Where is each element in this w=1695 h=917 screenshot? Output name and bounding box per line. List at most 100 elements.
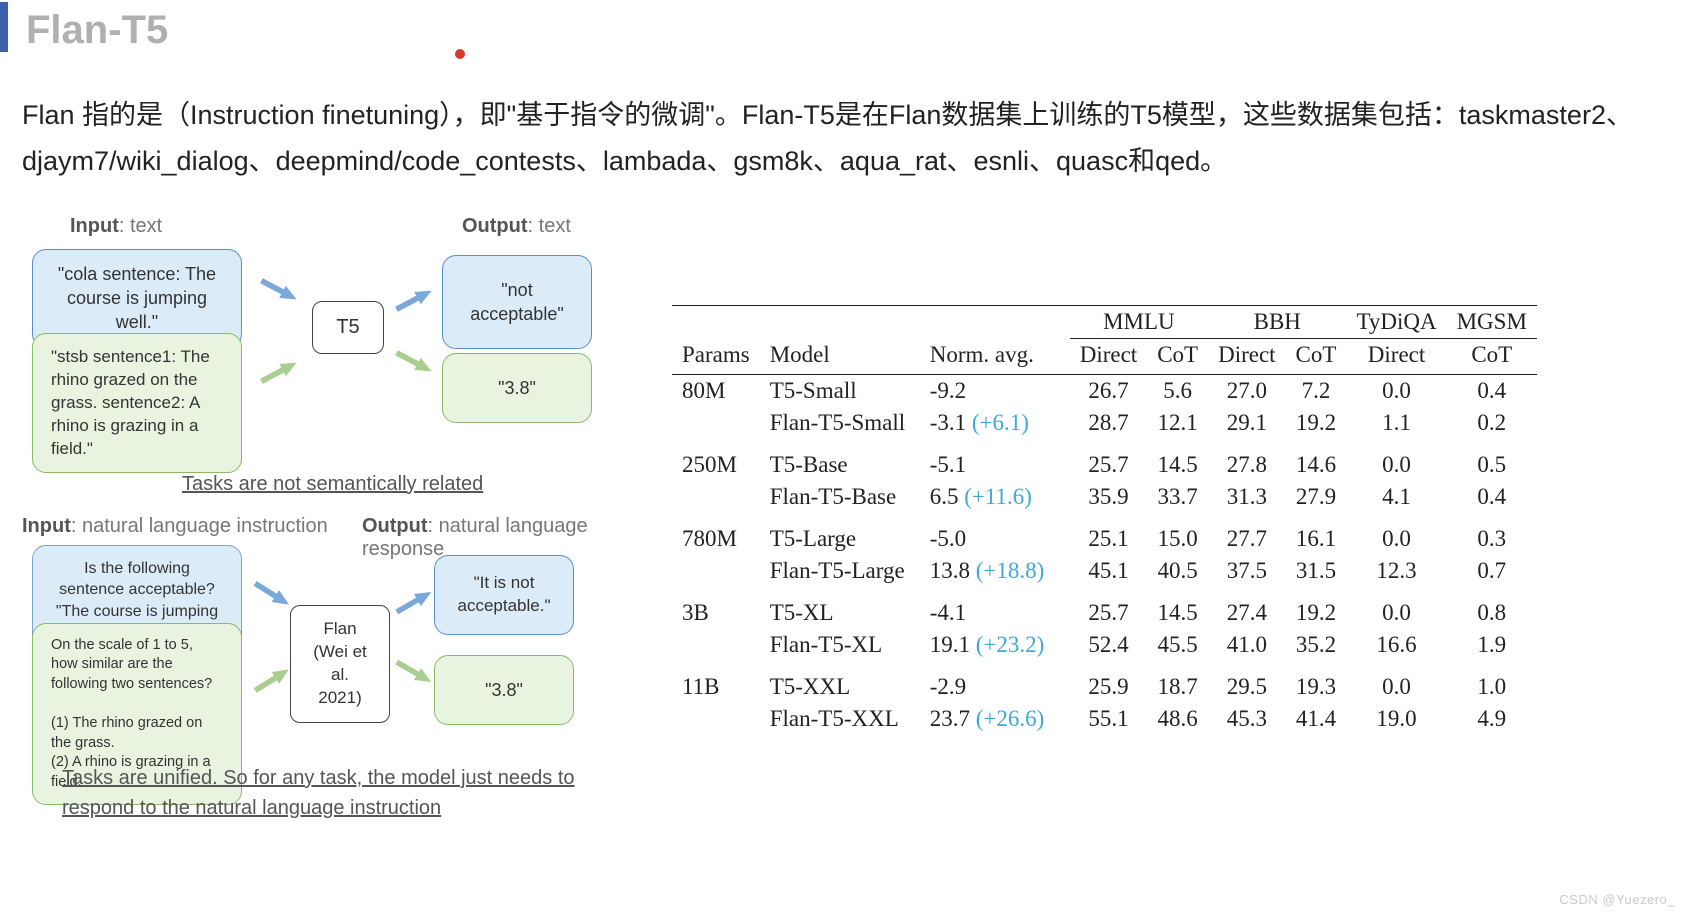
cell: 26.7 bbox=[1070, 374, 1147, 407]
cell: 19.3 bbox=[1286, 671, 1347, 703]
cell: 31.3 bbox=[1208, 481, 1285, 513]
cell: 5.6 bbox=[1147, 374, 1208, 407]
flan-center-box: Flan (Wei et al. 2021) bbox=[290, 605, 390, 723]
output-label-2: Output: natural language response bbox=[362, 515, 642, 561]
cell: 27.7 bbox=[1208, 523, 1285, 555]
table-row: Flan-T5-XXL23.7 (+26.6)55.148.645.341.41… bbox=[672, 703, 1537, 735]
cell: 35.9 bbox=[1070, 481, 1147, 513]
t5-output-box-2: "3.8" bbox=[442, 353, 592, 423]
cell-norm: -5.0 bbox=[920, 523, 1070, 555]
cell: 27.8 bbox=[1208, 449, 1285, 481]
cell-params bbox=[672, 555, 760, 587]
cell: 25.7 bbox=[1070, 597, 1147, 629]
cell-model: T5-Small bbox=[760, 374, 920, 407]
title-bar: Flan-T5 bbox=[0, 0, 1695, 53]
t5-diagram: Input: text Output: text "cola sentence:… bbox=[22, 215, 642, 515]
t5-input-box-2: "stsb sentence1: The rhino grazed on the… bbox=[32, 333, 242, 474]
flan-output-box-2: "3.8" bbox=[434, 655, 574, 725]
table-row: Flan-T5-XL19.1 (+23.2)52.445.541.035.216… bbox=[672, 629, 1537, 661]
col-group-tydiqa: TyDiQA bbox=[1346, 305, 1446, 338]
arrow-icon bbox=[393, 284, 435, 315]
table-row: Flan-T5-Large13.8 (+18.8)45.140.537.531.… bbox=[672, 555, 1537, 587]
flan-caption: Tasks are unified. So for any task, the … bbox=[62, 763, 582, 823]
cell: 0.7 bbox=[1447, 555, 1537, 587]
cell: 48.6 bbox=[1147, 703, 1208, 735]
pointer-dot-icon bbox=[455, 49, 465, 59]
cell-norm: -3.1 (+6.1) bbox=[920, 407, 1070, 439]
cell: 0.4 bbox=[1447, 481, 1537, 513]
cell: 29.5 bbox=[1208, 671, 1285, 703]
cell: 31.5 bbox=[1286, 555, 1347, 587]
col-model: Model bbox=[760, 338, 920, 374]
arrow-icon bbox=[251, 663, 292, 696]
col-sub: Direct bbox=[1208, 338, 1285, 374]
arrow-icon bbox=[258, 274, 300, 305]
cell-model: Flan-T5-XXL bbox=[760, 703, 920, 735]
cell-norm: -4.1 bbox=[920, 597, 1070, 629]
cell-norm: 13.8 (+18.8) bbox=[920, 555, 1070, 587]
cell-norm: -2.9 bbox=[920, 671, 1070, 703]
cell: 4.1 bbox=[1346, 481, 1446, 513]
cell: 52.4 bbox=[1070, 629, 1147, 661]
content-row: Input: text Output: text "cola sentence:… bbox=[0, 185, 1695, 835]
cell-norm: -5.1 bbox=[920, 449, 1070, 481]
cell: 25.9 bbox=[1070, 671, 1147, 703]
table-row: 250MT5-Base-5.125.714.527.814.60.00.5 bbox=[672, 449, 1537, 481]
flan-diagram: Input: natural language instruction Outp… bbox=[22, 515, 642, 835]
cell: 29.1 bbox=[1208, 407, 1285, 439]
cell: 27.0 bbox=[1208, 374, 1285, 407]
input-label: Input: text bbox=[70, 215, 162, 238]
input-label-2-bold: Input bbox=[22, 515, 71, 537]
output-label-rest: : text bbox=[528, 215, 571, 237]
cell: 12.3 bbox=[1346, 555, 1446, 587]
output-label-2-bold: Output bbox=[362, 515, 428, 537]
cell: 4.9 bbox=[1447, 703, 1537, 735]
col-sub: Direct bbox=[1346, 338, 1446, 374]
cell: 0.3 bbox=[1447, 523, 1537, 555]
table-column: MMLUBBHTyDiQAMGSMParamsModelNorm. avg.Di… bbox=[642, 215, 1695, 835]
arrow-icon bbox=[393, 586, 435, 618]
cell: 14.5 bbox=[1147, 597, 1208, 629]
cell-norm: 6.5 (+11.6) bbox=[920, 481, 1070, 513]
cell: 45.1 bbox=[1070, 555, 1147, 587]
cell-model: Flan-T5-Small bbox=[760, 407, 920, 439]
description-text: Flan 指的是（Instruction finetuning），即"基于指令的… bbox=[0, 53, 1695, 185]
cell-params bbox=[672, 703, 760, 735]
cell: 37.5 bbox=[1208, 555, 1285, 587]
cell: 40.5 bbox=[1147, 555, 1208, 587]
cell: 19.2 bbox=[1286, 407, 1347, 439]
title-accent bbox=[0, 2, 8, 52]
cell-model: Flan-T5-XL bbox=[760, 629, 920, 661]
col-group-mmlu: MMLU bbox=[1070, 305, 1208, 338]
table-row: Flan-T5-Small-3.1 (+6.1)28.712.129.119.2… bbox=[672, 407, 1537, 439]
arrow-icon bbox=[393, 656, 435, 688]
col-params: Params bbox=[672, 338, 760, 374]
table-row: 780MT5-Large-5.025.115.027.716.10.00.3 bbox=[672, 523, 1537, 555]
cell-params: 780M bbox=[672, 523, 760, 555]
flan-output-box-1: "It is not acceptable." bbox=[434, 555, 574, 635]
arrow-icon bbox=[393, 346, 435, 377]
cell-params bbox=[672, 629, 760, 661]
col-norm: Norm. avg. bbox=[920, 338, 1070, 374]
cell: 45.3 bbox=[1208, 703, 1285, 735]
cell: 45.5 bbox=[1147, 629, 1208, 661]
cell-norm: 19.1 (+23.2) bbox=[920, 629, 1070, 661]
cell: 25.1 bbox=[1070, 523, 1147, 555]
cell: 0.2 bbox=[1447, 407, 1537, 439]
cell: 0.5 bbox=[1447, 449, 1537, 481]
col-sub: CoT bbox=[1286, 338, 1347, 374]
arrow-icon bbox=[258, 356, 300, 387]
cell-model: T5-Base bbox=[760, 449, 920, 481]
input-label-rest: : text bbox=[119, 215, 162, 237]
cell: 33.7 bbox=[1147, 481, 1208, 513]
table-row: Flan-T5-Base6.5 (+11.6)35.933.731.327.94… bbox=[672, 481, 1537, 513]
cell-norm: 23.7 (+26.6) bbox=[920, 703, 1070, 735]
cell: 41.0 bbox=[1208, 629, 1285, 661]
cell: 7.2 bbox=[1286, 374, 1347, 407]
cell: 41.4 bbox=[1286, 703, 1347, 735]
cell: 15.0 bbox=[1147, 523, 1208, 555]
cell: 0.4 bbox=[1447, 374, 1537, 407]
cell-norm: -9.2 bbox=[920, 374, 1070, 407]
cell: 55.1 bbox=[1070, 703, 1147, 735]
watermark: CSDN @Yuezero_ bbox=[1559, 892, 1675, 907]
